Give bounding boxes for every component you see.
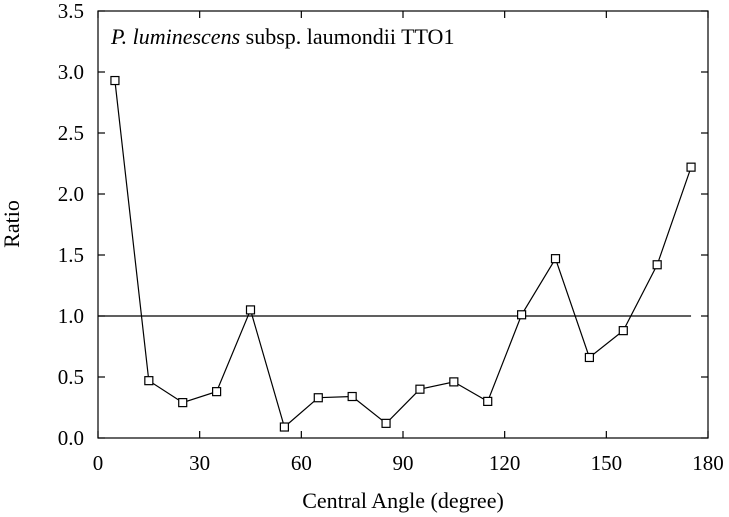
chart-title-italic: P. luminescens [110,24,240,49]
data-point [483,396,493,406]
y-tick-label: 0.5 [58,365,84,389]
y-tick-label: 1.0 [58,304,84,328]
data-markers [110,75,696,432]
data-point [415,384,425,394]
data-point [686,162,696,172]
data-point [584,352,594,363]
data-point [279,422,289,432]
data-point [313,393,323,403]
y-tick-label: 2.0 [58,182,84,206]
chart-title: P. luminescens subsp. laumondii TTO1 [110,24,454,49]
x-tick-label: 180 [692,451,724,475]
y-tick-label: 3.5 [58,0,84,23]
x-tick-label: 0 [93,451,104,475]
data-point [550,254,561,264]
data-point [178,398,188,408]
data-point [449,377,459,387]
y-tick-label: 0.0 [58,426,84,450]
x-tick-label: 120 [489,451,521,475]
y-tick-label: 3.0 [58,60,84,84]
data-point [517,310,527,320]
data-point [212,387,222,397]
data-point [245,305,256,315]
x-axis-label: Central Angle (degree) [302,488,504,513]
x-tick-label: 150 [591,451,623,475]
x-tick-label: 90 [393,451,414,475]
x-tick-label: 60 [291,451,312,475]
axis-ticks [97,10,709,439]
chart-title-rest: subsp. laumondii TTO1 [240,24,454,49]
data-point [110,75,120,86]
y-tick-label: 1.5 [58,243,84,267]
y-axis-label: Ratio [0,200,24,248]
y-tick-label: 2.5 [58,121,84,145]
tick-labels: 0 30 60 90 120 150 180 0.0 0.5 1.0 1.5 2.0 2.5 3.0 3.5 [58,0,724,475]
data-point [652,260,662,270]
x-tick-label: 30 [189,451,210,475]
plot-frame [97,10,709,439]
data-point [381,418,391,428]
data-point [144,376,154,386]
data-point [347,391,357,402]
data-point [618,326,628,336]
series-line [114,80,692,429]
